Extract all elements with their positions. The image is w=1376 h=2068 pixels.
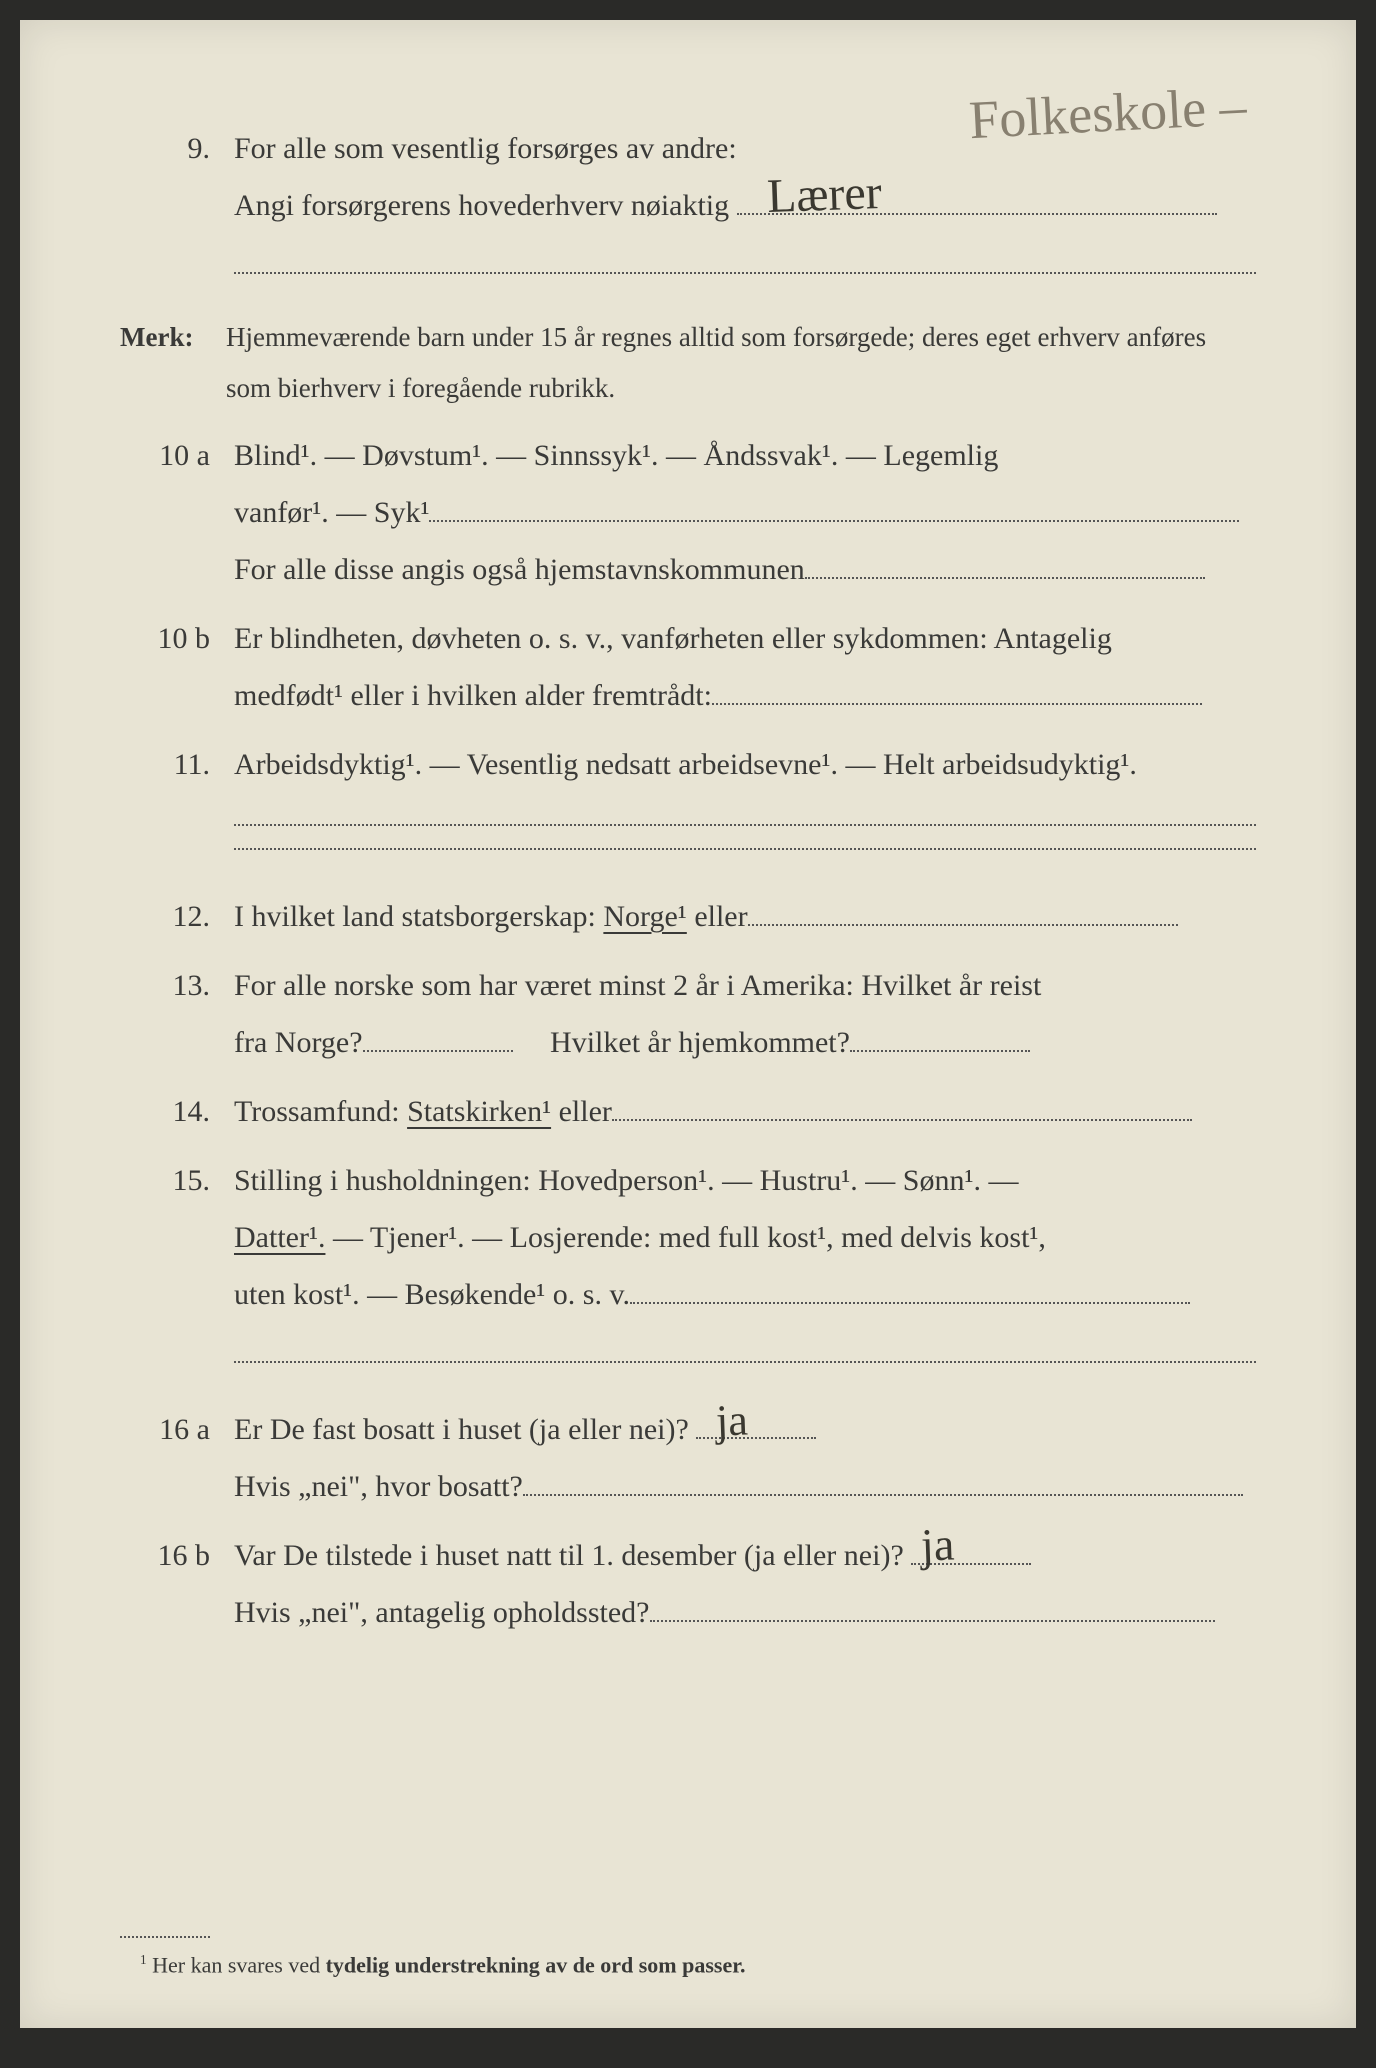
q9-line2: Angi forsørgerens hovederhverv nøiaktig … <box>234 177 1256 234</box>
q10a-line3: For alle disse angis også hjemstavnskomm… <box>234 541 1256 598</box>
q10b-text2: medfødt¹ eller i hvilken alder fremtrådt… <box>234 679 712 712</box>
q13-text2b: Hvilket år hjemkommet? <box>550 1026 850 1059</box>
q12-post: eller <box>687 900 748 933</box>
q15-line3: uten kost¹. — Besøkende¹ o. s. v. <box>234 1266 1256 1323</box>
q11-body: Arbeidsdyktig¹. — Vesentlig nedsatt arbe… <box>234 736 1256 836</box>
q13-line2: fra Norge? Hvilket år hjemkommet? <box>234 1014 1256 1071</box>
q13-fill-b <box>850 1014 1030 1052</box>
footnote-bold: tydelig understrekning av de ord som pas… <box>326 1952 746 1977</box>
q14-number: 14. <box>120 1083 234 1140</box>
q16a-line1: Er De fast bosatt i huset (ja eller nei)… <box>234 1401 1256 1458</box>
q11-number: 11. <box>120 736 234 793</box>
q10a-fill <box>429 484 1239 522</box>
q10b-text1: Er blindheten, døvheten o. s. v., vanfør… <box>234 610 1256 667</box>
q9-handwriting: Lærer <box>765 147 883 242</box>
q16a-body: Er De fast bosatt i huset (ja eller nei)… <box>234 1401 1256 1515</box>
q15-fill <box>630 1266 1190 1304</box>
q13-text2a: fra Norge? <box>234 1026 363 1059</box>
merk-label: Merk: <box>120 312 226 363</box>
q12-opt: Norge¹ <box>603 900 686 933</box>
q12-fill <box>748 888 1178 926</box>
divider-1 <box>234 272 1256 274</box>
q15-line2: Datter¹. — Tjener¹. — Losjerende: med fu… <box>234 1209 1256 1266</box>
divider-3 <box>234 1361 1256 1363</box>
q10b-line2: medfødt¹ eller i hvilken alder fremtrådt… <box>234 667 1256 724</box>
q16a-text1: Er De fast bosatt i huset (ja eller nei)… <box>234 1413 689 1446</box>
handwriting-top: Folkeskole – <box>966 55 1248 172</box>
question-14: 14. Trossamfund: Statskirken¹ eller <box>120 1083 1256 1140</box>
q10b-fill <box>712 667 1202 705</box>
q16a-number: 16 a <box>120 1401 234 1458</box>
q15-opt: Datter¹. <box>234 1221 325 1254</box>
q10a-body: Blind¹. — Døvstum¹. — Sinnssyk¹. — Åndss… <box>234 427 1256 598</box>
q15-text3: uten kost¹. — Besøkende¹ o. s. v. <box>234 1278 630 1311</box>
q16a-fill: ja <box>696 1401 816 1439</box>
q10a-text1: Blind¹. — Døvstum¹. — Sinnssyk¹. — Åndss… <box>234 427 1256 484</box>
q9-fill-line: Lærer <box>737 177 1217 215</box>
q12-number: 12. <box>120 888 234 945</box>
q16a-fill2 <box>523 1458 1243 1496</box>
footnote-rule <box>120 1936 210 1938</box>
q14-pre: Trossamfund: <box>234 1095 407 1128</box>
q13-number: 13. <box>120 957 234 1014</box>
q10a-number: 10 a <box>120 427 234 484</box>
question-15: 15. Stilling i husholdningen: Hovedperso… <box>120 1152 1256 1323</box>
footnote-pre: Her kan svares ved <box>147 1952 326 1977</box>
q14-fill <box>612 1083 1192 1121</box>
q10a-line2: vanfør¹. — Syk¹ <box>234 484 1256 541</box>
q16b-line1: Var De tilstede i huset natt til 1. dese… <box>234 1527 1256 1584</box>
q16a-line2: Hvis „nei", hvor bosatt? <box>234 1458 1256 1515</box>
q11-line <box>234 823 1256 826</box>
q10a-text3: For alle disse angis også hjemstavnskomm… <box>234 553 805 586</box>
q16a-hand: ja <box>715 1378 750 1463</box>
question-10b: 10 b Er blindheten, døvheten o. s. v., v… <box>120 610 1256 724</box>
q15-text1: Stilling i husholdningen: Hovedperson¹. … <box>234 1152 1256 1209</box>
q13-fill-a <box>363 1014 513 1052</box>
q11-text: Arbeidsdyktig¹. — Vesentlig nedsatt arbe… <box>234 736 1256 793</box>
q9-body: Folkeskole – For alle som vesentlig fors… <box>234 120 1256 234</box>
question-16b: 16 b Var De tilstede i huset natt til 1.… <box>120 1527 1256 1641</box>
q10a-text2: vanfør¹. — Syk¹ <box>234 496 429 529</box>
q16b-hand: ja <box>920 1500 956 1588</box>
q9-line2-pre: Angi forsørgerens hovederhverv nøiaktig <box>234 189 729 222</box>
footnote: 1 Her kan svares ved tydelig understrekn… <box>140 1952 1256 1978</box>
q10b-number: 10 b <box>120 610 234 667</box>
q10a-fill2 <box>805 541 1205 579</box>
q16b-text2: Hvis „nei", antagelig opholdssted? <box>234 1596 650 1629</box>
question-13: 13. For alle norske som har været minst … <box>120 957 1256 1071</box>
question-11: 11. Arbeidsdyktig¹. — Vesentlig nedsatt … <box>120 736 1256 836</box>
footnote-sup: 1 <box>140 1952 147 1967</box>
q16a-text2: Hvis „nei", hvor bosatt? <box>234 1470 523 1503</box>
document-page: 9. Folkeskole – For alle som vesentlig f… <box>20 20 1356 2028</box>
q16b-line2: Hvis „nei", antagelig opholdssted? <box>234 1584 1256 1641</box>
form-content: 9. Folkeskole – For alle som vesentlig f… <box>120 120 1256 1653</box>
q16b-body: Var De tilstede i huset natt til 1. dese… <box>234 1527 1256 1641</box>
q16b-number: 16 b <box>120 1527 234 1584</box>
q14-opt: Statskirken¹ <box>407 1095 551 1128</box>
q16b-text1: Var De tilstede i huset natt til 1. dese… <box>234 1539 904 1572</box>
merk-body: Hjemmeværende barn under 15 år regnes al… <box>226 312 1256 415</box>
question-9: 9. Folkeskole – For alle som vesentlig f… <box>120 120 1256 234</box>
question-10a: 10 a Blind¹. — Døvstum¹. — Sinnssyk¹. — … <box>120 427 1256 598</box>
question-16a: 16 a Er De fast bosatt i huset (ja eller… <box>120 1401 1256 1515</box>
divider-2 <box>234 848 1256 850</box>
q16b-fill: ja <box>911 1527 1031 1565</box>
q12-body: I hvilket land statsborgerskap: Norge¹ e… <box>234 888 1256 945</box>
q13-text1: For alle norske som har været minst 2 år… <box>234 957 1256 1014</box>
q10b-body: Er blindheten, døvheten o. s. v., vanfør… <box>234 610 1256 724</box>
q16b-fill2 <box>650 1584 1215 1622</box>
q14-post: eller <box>551 1095 612 1128</box>
question-12: 12. I hvilket land statsborgerskap: Norg… <box>120 888 1256 945</box>
merk-note: Merk: Hjemmeværende barn under 15 år reg… <box>120 312 1256 415</box>
q15-body: Stilling i husholdningen: Hovedperson¹. … <box>234 1152 1256 1323</box>
q9-number: 9. <box>120 120 234 177</box>
q15-number: 15. <box>120 1152 234 1209</box>
q13-body: For alle norske som har været minst 2 år… <box>234 957 1256 1071</box>
q12-pre: I hvilket land statsborgerskap: <box>234 900 603 933</box>
q15-text2: — Tjener¹. — Losjerende: med full kost¹,… <box>325 1221 1045 1254</box>
q14-body: Trossamfund: Statskirken¹ eller <box>234 1083 1256 1140</box>
